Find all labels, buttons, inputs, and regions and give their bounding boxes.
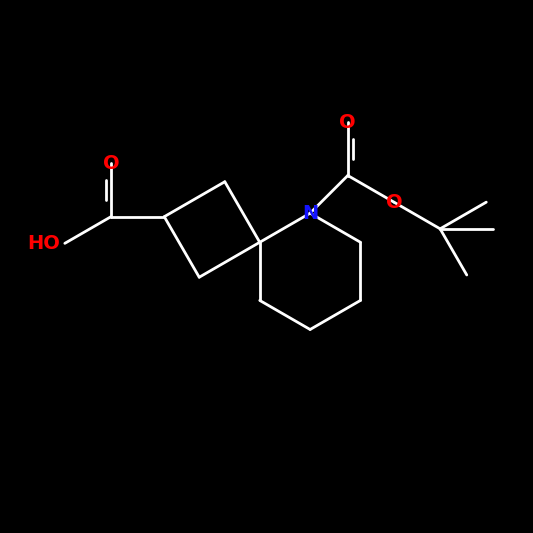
Text: HO: HO [27, 234, 60, 253]
Text: N: N [302, 204, 318, 223]
Text: O: O [103, 154, 119, 173]
Text: O: O [386, 192, 402, 212]
Text: O: O [340, 112, 356, 132]
